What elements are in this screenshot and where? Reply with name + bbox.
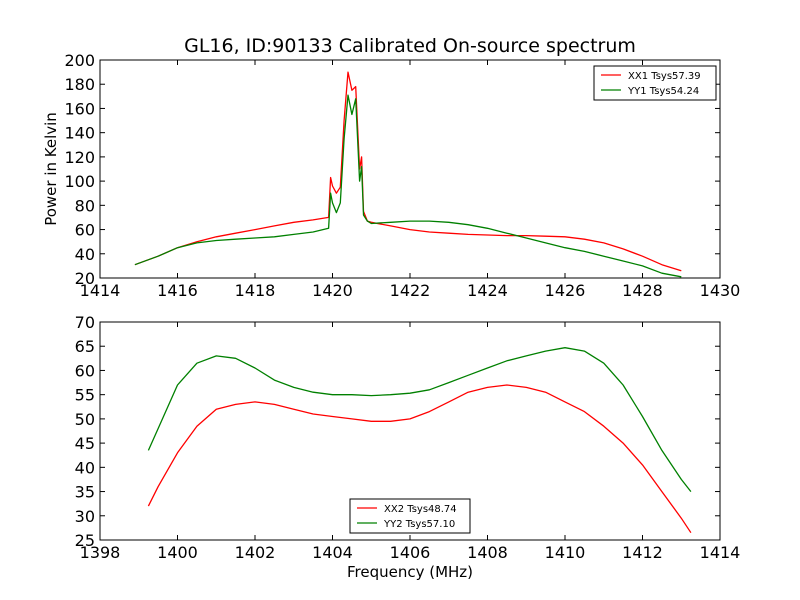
x-tick-label: 1414 — [700, 543, 741, 562]
x-tick-label: 1418 — [235, 281, 276, 300]
legend-label: XX2 Tsys48.74 — [384, 504, 457, 515]
y-tick-label: 100 — [64, 172, 95, 191]
y-tick-label: 120 — [64, 148, 95, 167]
x-tick-label: 1408 — [467, 543, 508, 562]
y-tick-label: 40 — [75, 245, 95, 264]
y-tick-label: 40 — [75, 458, 95, 477]
legend-label: XX1 Tsys57.39 — [628, 71, 701, 82]
series-line-yy2 — [147, 347, 692, 493]
y-tick-label: 20 — [75, 269, 95, 288]
x-tick-label: 1412 — [622, 543, 663, 562]
series-line-xx1 — [134, 71, 682, 272]
x-tick-label: 1424 — [467, 281, 508, 300]
x-tick-label: 1398 — [80, 543, 121, 562]
legend: XX1 Tsys57.39 YY1 Tsys54.24 — [593, 65, 717, 101]
y-tick-label: 65 — [75, 337, 95, 356]
legend-box — [349, 498, 471, 534]
y-tick-label: 35 — [75, 483, 95, 502]
x-tick-label: 1404 — [312, 543, 353, 562]
y-tick-label: 140 — [64, 124, 95, 143]
y-tick-label: 180 — [64, 75, 95, 94]
bottom-panel: 1398 1400 1402 1404 1406 1408 1410 1412 1414 25 30… — [75, 313, 741, 581]
x-tick-label: 1414 — [80, 281, 121, 300]
y-tick-label: 50 — [75, 410, 95, 429]
y-tick-label: 45 — [75, 434, 95, 453]
x-tick-label: 1420 — [312, 281, 353, 300]
y-axis-label: Power in Kelvin — [42, 112, 60, 226]
x-tick-label: 1422 — [390, 281, 431, 300]
x-tick-label: 1410 — [545, 543, 586, 562]
series-line-yy1 — [134, 94, 682, 278]
top-panel: 1414 1416 1418 1420 1422 1424 1426 1428 1430 20 40… — [42, 51, 740, 300]
x-tick-label: 1416 — [157, 281, 198, 300]
y-tick-label: 160 — [64, 99, 95, 118]
y-tick-label: 30 — [75, 507, 95, 526]
y-tick-label: 25 — [75, 531, 95, 550]
legend: XX2 Tsys48.74 YY2 Tsys57.10 — [349, 498, 471, 534]
series-line-xx2 — [147, 384, 692, 534]
chart-title: GL16, ID:90133 Calibrated On-source spec… — [184, 35, 636, 57]
x-tick-label: 1426 — [545, 281, 586, 300]
x-tick-label: 1430 — [700, 281, 741, 300]
legend-box — [593, 65, 717, 101]
x-tick-label: 1400 — [157, 543, 198, 562]
y-tick-label: 60 — [75, 221, 95, 240]
legend-label: YY2 Tsys57.10 — [383, 519, 455, 530]
x-tick-label: 1402 — [235, 543, 276, 562]
x-tick-label: 1428 — [622, 281, 663, 300]
y-tick-label: 70 — [75, 313, 95, 332]
x-axis-label: Frequency (MHz) — [347, 563, 473, 581]
y-tick-label: 60 — [75, 361, 95, 380]
y-tick-label: 80 — [75, 196, 95, 215]
legend-label: YY1 Tsys54.24 — [627, 86, 699, 97]
y-tick-label: 200 — [64, 51, 95, 70]
y-tick-label: 55 — [75, 386, 95, 405]
x-tick-label: 1406 — [390, 543, 431, 562]
